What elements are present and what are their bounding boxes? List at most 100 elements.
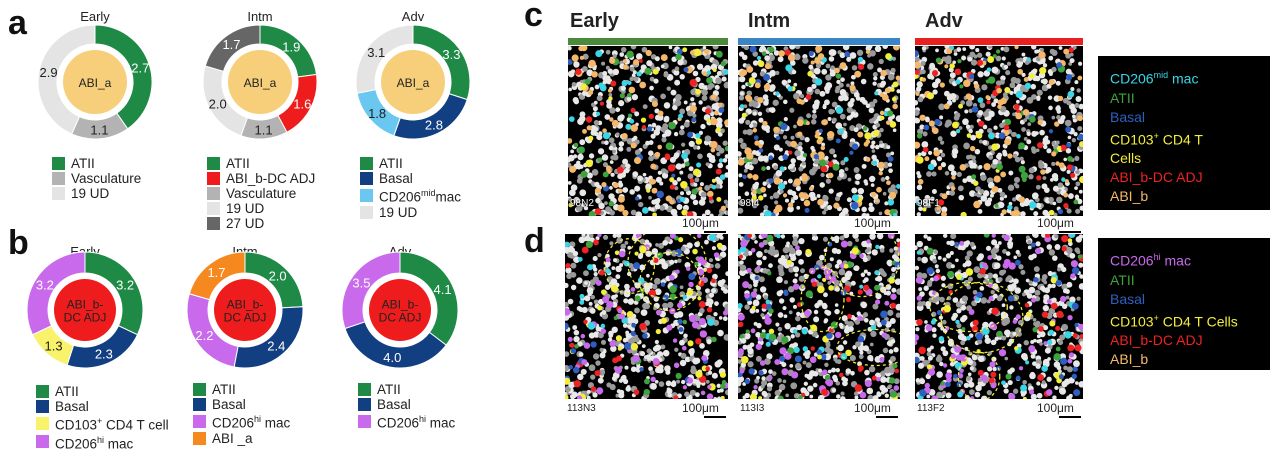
legend-swatch [207, 187, 220, 200]
chart-title: Intm [200, 9, 320, 24]
legend-item: Basal [358, 397, 455, 412]
legend-item: 19 UD [52, 186, 141, 201]
legend-label: ATII [379, 156, 403, 171]
legend-swatch [52, 157, 65, 170]
legend-swatch [207, 157, 220, 170]
key-item: CD206hi mac [1110, 248, 1258, 271]
legend-item: CD206hi mac [193, 412, 290, 431]
key-item: ATII [1110, 271, 1258, 290]
data-label: 1.9 [282, 39, 300, 54]
data-label: 1.7 [222, 37, 240, 52]
data-label: 3.2 [116, 278, 134, 293]
scale-bar [876, 231, 898, 233]
column-bar-adv [915, 38, 1083, 45]
data-label: 2.0 [209, 97, 227, 112]
sample-id: 98F1 [917, 198, 940, 209]
legend-swatch [36, 385, 49, 398]
key-item: ABI_b-DC ADJ [1110, 331, 1258, 350]
sample-id: 113N3 [567, 403, 596, 414]
center-label: DC ADJ [379, 311, 422, 325]
panel-label-d: d [524, 224, 545, 258]
column-bar-early [568, 38, 728, 45]
center-label: ABI_b- [227, 298, 264, 312]
sample-id: 113F2 [917, 403, 945, 414]
key-item: CD103+ CD4 T Cells [1110, 309, 1258, 332]
legend-swatch [360, 189, 373, 202]
key-item: Cells [1110, 149, 1258, 168]
legend-swatch [193, 432, 206, 445]
key-item: ABI_b [1110, 350, 1258, 369]
column-title-early: Early [570, 10, 619, 33]
key-item: Basal [1110, 108, 1258, 127]
scale-bar-label: 100μm [854, 216, 891, 230]
data-label: 4.0 [383, 350, 401, 365]
data-label: 1.7 [207, 265, 225, 280]
legend-label: ATII [226, 156, 250, 171]
legend-label: Basal [377, 397, 411, 412]
legend-item: CD206midmac [360, 186, 461, 205]
legend-label: 19 UD [226, 201, 264, 216]
sample-id: 113I3 [740, 403, 764, 414]
legend-item: Basal [193, 397, 290, 412]
sample-id: 98I4 [740, 198, 759, 209]
data-label: 3.3 [442, 47, 460, 62]
scale-bar [704, 231, 726, 233]
legend-item: CD206hi mac [36, 433, 169, 451]
data-label: 3.1 [367, 45, 385, 60]
data-label: 1.8 [368, 106, 386, 121]
legend-swatch [52, 172, 65, 185]
data-label: 3.5 [352, 275, 370, 290]
micrograph-image [738, 234, 900, 399]
legend-label: ATII [55, 384, 79, 399]
legend-label: Basal [379, 171, 413, 186]
legend-item: ATII [36, 384, 169, 399]
legend-label: CD206hi mac [55, 433, 133, 451]
scale-bar-label: 100μm [682, 216, 719, 230]
scale-bar-label: 100μm [1037, 216, 1074, 230]
data-label: 3.2 [36, 278, 54, 293]
key-item: ABI_b-DC ADJ [1110, 168, 1258, 187]
legend-label: 19 UD [379, 205, 417, 220]
legend-label: ABI _a [212, 431, 253, 446]
legend-swatch [36, 417, 49, 430]
legend-label: ATII [71, 156, 95, 171]
data-label: 2.4 [267, 339, 285, 354]
legend-swatch [193, 383, 206, 396]
legend-label: 19 UD [71, 186, 109, 201]
legend-item: 19 UD [360, 205, 461, 220]
data-label: 2.7 [131, 61, 149, 76]
center-label: ABI_b- [67, 298, 104, 312]
data-label: 2.0 [269, 268, 287, 283]
micrograph-image [568, 46, 728, 216]
scale-bar-label: 100μm [1037, 401, 1074, 415]
panel-label-a: a [8, 6, 27, 40]
legend-swatch [360, 157, 373, 170]
legend-swatch [358, 415, 371, 428]
data-label: 2.8 [425, 118, 443, 133]
data-label: 2.2 [195, 328, 213, 343]
column-title-intm: Intm [748, 10, 790, 33]
legend-item: 19 UD [207, 201, 315, 216]
legend-swatch [207, 217, 220, 230]
legend-label: Basal [55, 399, 89, 414]
legend-swatch [360, 172, 373, 185]
legend-swatch [207, 202, 220, 215]
data-label: 2.3 [95, 347, 113, 362]
legend-swatch [360, 206, 373, 219]
legend-swatch [36, 435, 49, 448]
legend-item: Vasculature [52, 171, 141, 186]
column-title-adv: Adv [925, 10, 963, 33]
center-label: ABI_a [397, 76, 430, 90]
legend-label: ABI_b-DC ADJ [226, 171, 315, 186]
legend-swatch [207, 172, 220, 185]
data-label: 2.9 [40, 65, 58, 80]
legend-item: ATII [193, 382, 290, 397]
legend-item: 27 UD [207, 216, 315, 231]
legend-item: CD206hi mac [358, 412, 455, 431]
donut-chart: 3.3 2.8 1.8 3.1 ABI_a [354, 23, 472, 141]
